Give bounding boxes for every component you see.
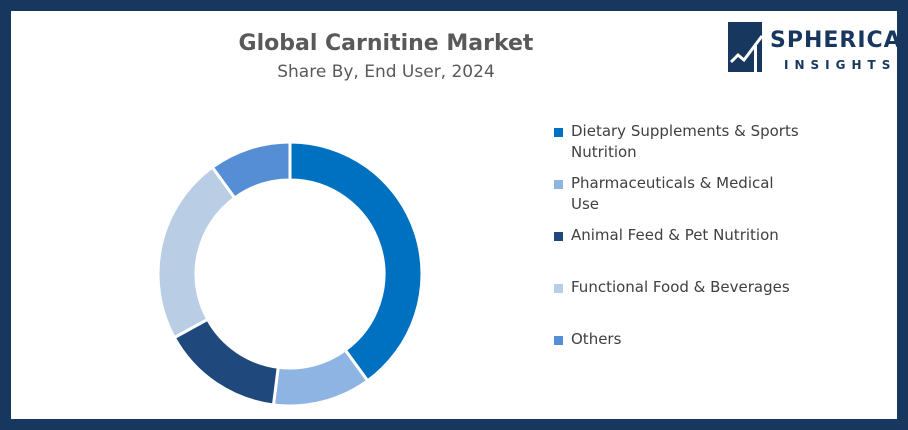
legend-swatch <box>554 336 563 345</box>
donut-chart <box>156 140 424 408</box>
legend-swatch <box>554 232 563 241</box>
legend-swatch <box>554 128 563 137</box>
logo-tagline: INSIGHTS <box>784 58 897 72</box>
donut-slice-1 <box>288 140 424 383</box>
donut-slice-5 <box>210 140 292 201</box>
chart-subtitle: Share By, End User, 2024 <box>277 62 495 82</box>
chart-title: Global Carnitine Market <box>238 31 534 56</box>
legend-label: Functional Food & Beverages <box>571 278 790 296</box>
donut-slice-4 <box>156 165 237 340</box>
legend-label: Pharmaceuticals & Medical Use <box>571 174 774 213</box>
spherical-insights-logo: SPHERICAL INSIGHTS <box>728 22 908 82</box>
chart-frame: Global Carnitine Market Share By, End Us… <box>11 11 908 419</box>
logo-mark-icon <box>728 22 764 72</box>
legend-swatch <box>554 180 563 189</box>
donut-slice-3 <box>172 317 280 407</box>
legend-label: Dietary Supplements & Sports Nutrition <box>571 122 799 161</box>
legend-label: Others <box>571 330 622 348</box>
legend-swatch <box>554 284 563 293</box>
legend-label: Animal Feed & Pet Nutrition <box>571 226 779 244</box>
logo-brand: SPHERICAL <box>770 28 908 53</box>
